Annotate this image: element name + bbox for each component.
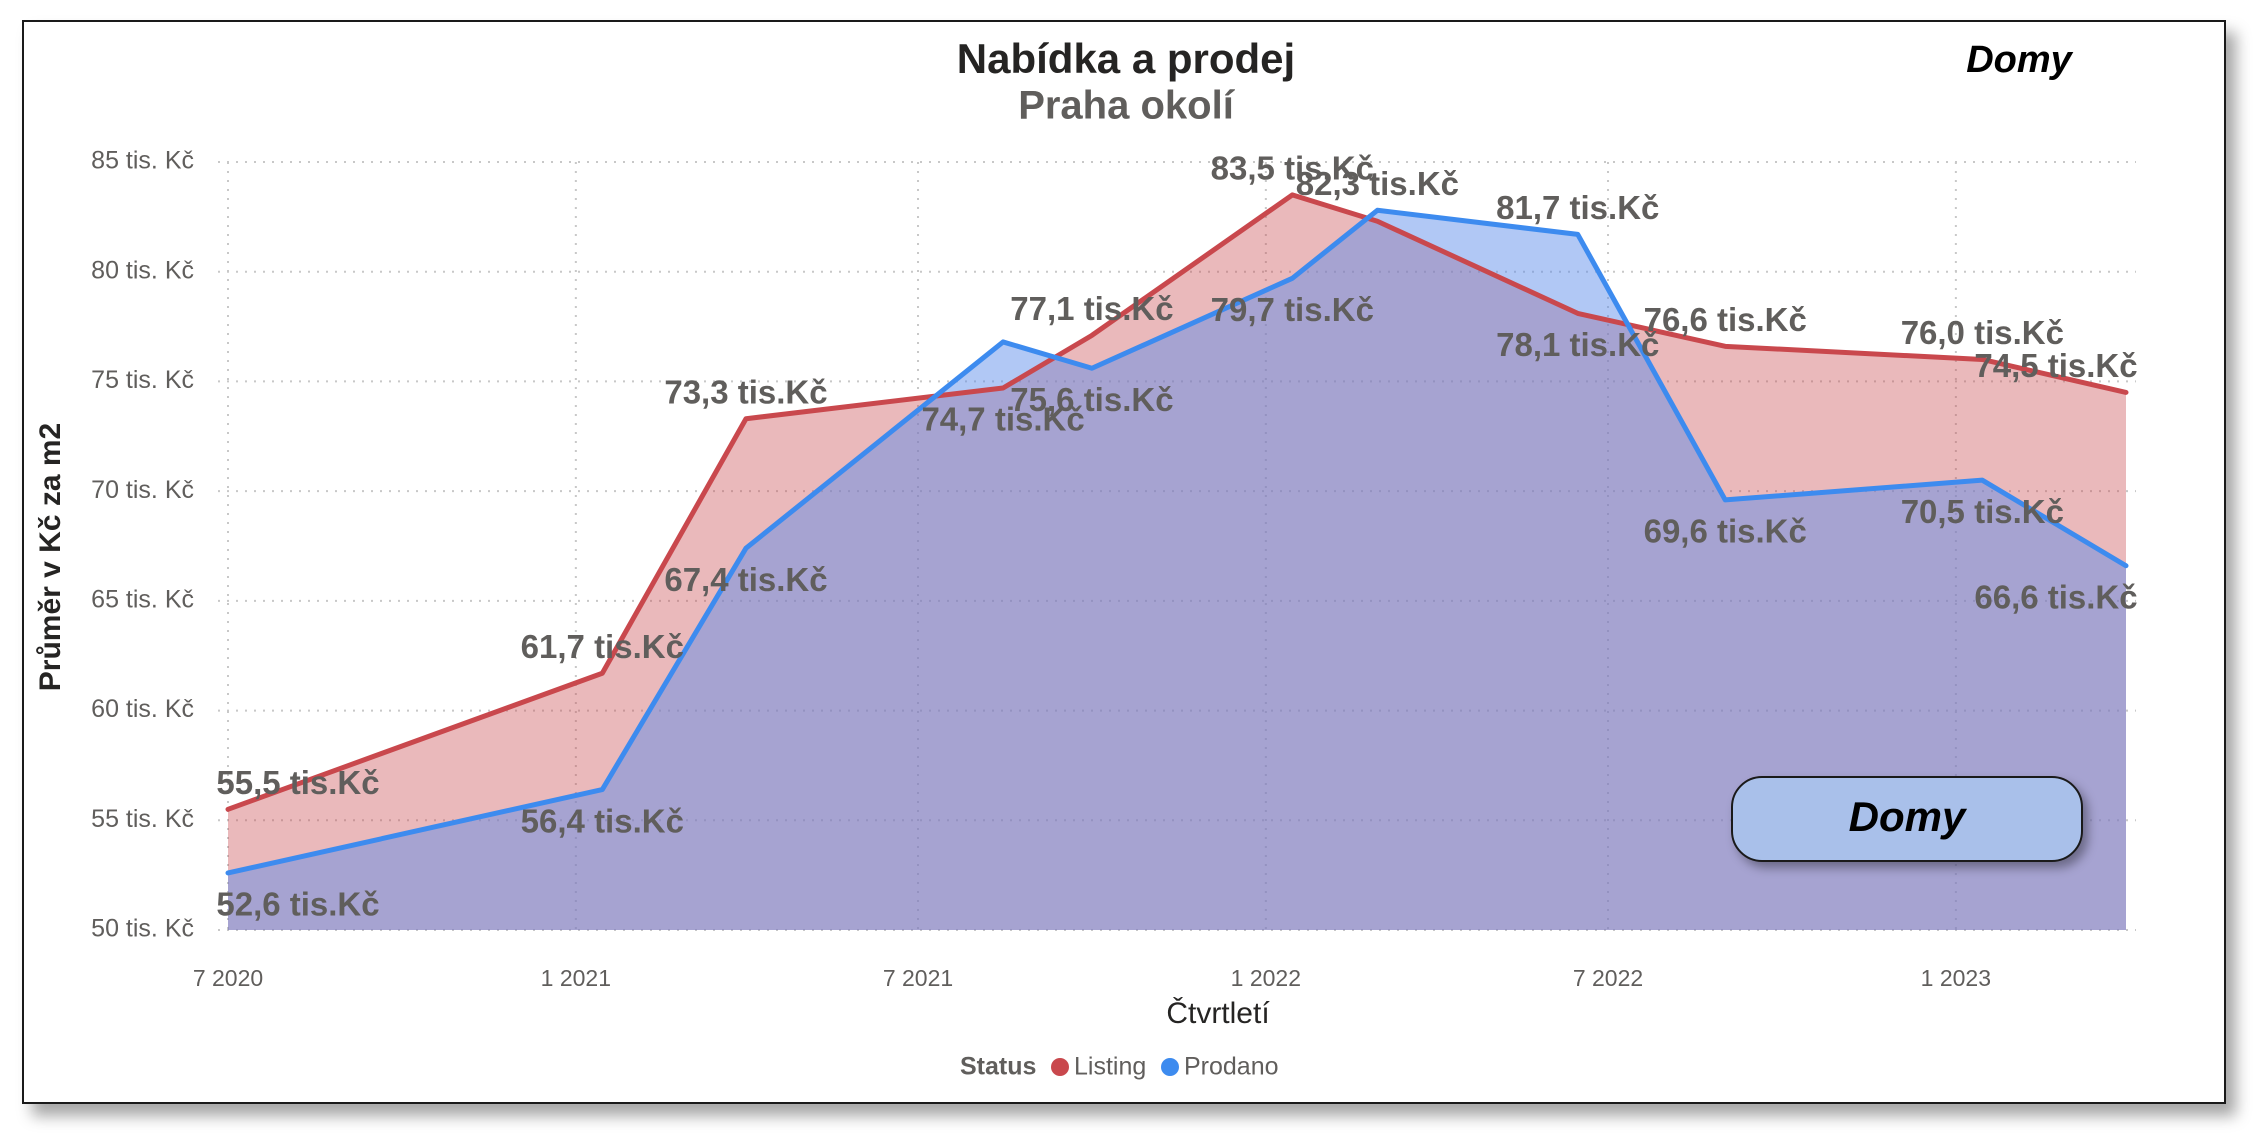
data-label-listing: 55,5 tis.Kč [216, 764, 379, 801]
series-areas [228, 194, 2126, 930]
data-label-listing: 76,0 tis.Kč [1901, 314, 2064, 351]
axis-ticks: 50 tis. Kč 55 tis. Kč 60 tis. Kč 65 tis. Kč… [91, 147, 1991, 991]
data-label-prodano: 69,6 tis.Kč [1644, 513, 1807, 550]
data-label-listing: 78,1 tis.Kč [1496, 326, 1659, 363]
y-tick-label: 75 tis. Kč [91, 366, 194, 394]
y-tick-label: 70 tis. Kč [91, 476, 194, 504]
chart-subtitle: Praha okolí [1018, 84, 1236, 128]
corner-label: Domy [1966, 39, 2073, 81]
series-lines [225, 192, 2129, 876]
data-labels: 55,5 tis.Kč 61,7 tis.Kč 73,3 tis.Kč 74,7 ti… [216, 150, 2137, 923]
y-tick-label: 50 tis. Kč [91, 915, 194, 943]
chart-title: Nabídka a prodej [957, 35, 1295, 82]
legend-marker-prodano [1161, 1058, 1179, 1076]
data-label-listing: 74,5 tis.Kč [1974, 347, 2137, 384]
x-tick-label: 7 2020 [193, 965, 263, 991]
data-label-prodano: 81,7 tis.Kč [1496, 189, 1659, 226]
domy-button-label[interactable]: Domy [1849, 793, 1968, 840]
x-tick-label: 1 2021 [541, 965, 611, 991]
area-prodano [228, 210, 2126, 930]
data-label-prodano: 66,6 tis.Kč [1974, 578, 2137, 615]
y-tick-label: 85 tis. Kč [91, 147, 194, 175]
chart-card: Nabídka a prodej Praha okolí Domy 50 tis… [22, 20, 2226, 1104]
y-tick-label: 55 tis. Kč [91, 805, 194, 833]
data-label-listing: 76,6 tis.Kč [1644, 301, 1807, 338]
data-label-prodano: 75,6 tis.Kč [1010, 381, 1173, 418]
legend-title: Status [960, 1053, 1036, 1081]
legend-marker-listing [1051, 1058, 1069, 1076]
y-tick-label: 80 tis. Kč [91, 256, 194, 284]
data-label-prodano: 82,3 tis.Kč [1296, 165, 1459, 202]
data-label-prodano: 56,4 tis.Kč [521, 802, 684, 839]
domy-button[interactable]: Domy [1731, 776, 2083, 862]
line-listing [225, 192, 2129, 812]
x-axis-label: Čtvrtletí [1166, 996, 1270, 1030]
y-tick-label: 60 tis. Kč [91, 695, 194, 723]
data-label-listing: 74,7 tis.Kč [921, 401, 1084, 438]
domy-button-bg[interactable] [1731, 776, 2083, 862]
data-label-listing: 73,3 tis.Kč [664, 373, 827, 410]
legend-item-listing[interactable]: Listing [1074, 1053, 1146, 1081]
data-label-prodano: 67,4 tis.Kč [664, 561, 827, 598]
data-label-prodano: 79,7 tis.Kč [1211, 291, 1374, 328]
chart-svg: Nabídka a prodej Praha okolí Domy 50 tis… [34, 35, 2138, 1081]
legend: Status Listing Prodano [960, 1053, 1279, 1081]
y-axis-label: Průměr v Kč za m2 [34, 423, 67, 691]
area-listing [228, 194, 2126, 930]
data-label-listing: 61,7 tis.Kč [521, 628, 684, 665]
data-label-listing: 77,1 tis.Kč [1010, 290, 1173, 327]
line-prodano [225, 207, 2129, 876]
x-tick-label: 1 2023 [1921, 965, 1991, 991]
data-label-prodano: 70,5 tis.Kč [1901, 493, 2064, 530]
x-tick-label: 7 2021 [883, 965, 953, 991]
x-tick-label: 7 2022 [1573, 965, 1643, 991]
legend-item-prodano[interactable]: Prodano [1184, 1053, 1279, 1081]
data-label-listing: 83,5 tis.Kč [1211, 150, 1374, 187]
x-tick-label: 1 2022 [1231, 965, 1301, 991]
y-tick-label: 65 tis. Kč [91, 585, 194, 613]
data-label-prodano: 52,6 tis.Kč [216, 886, 379, 923]
